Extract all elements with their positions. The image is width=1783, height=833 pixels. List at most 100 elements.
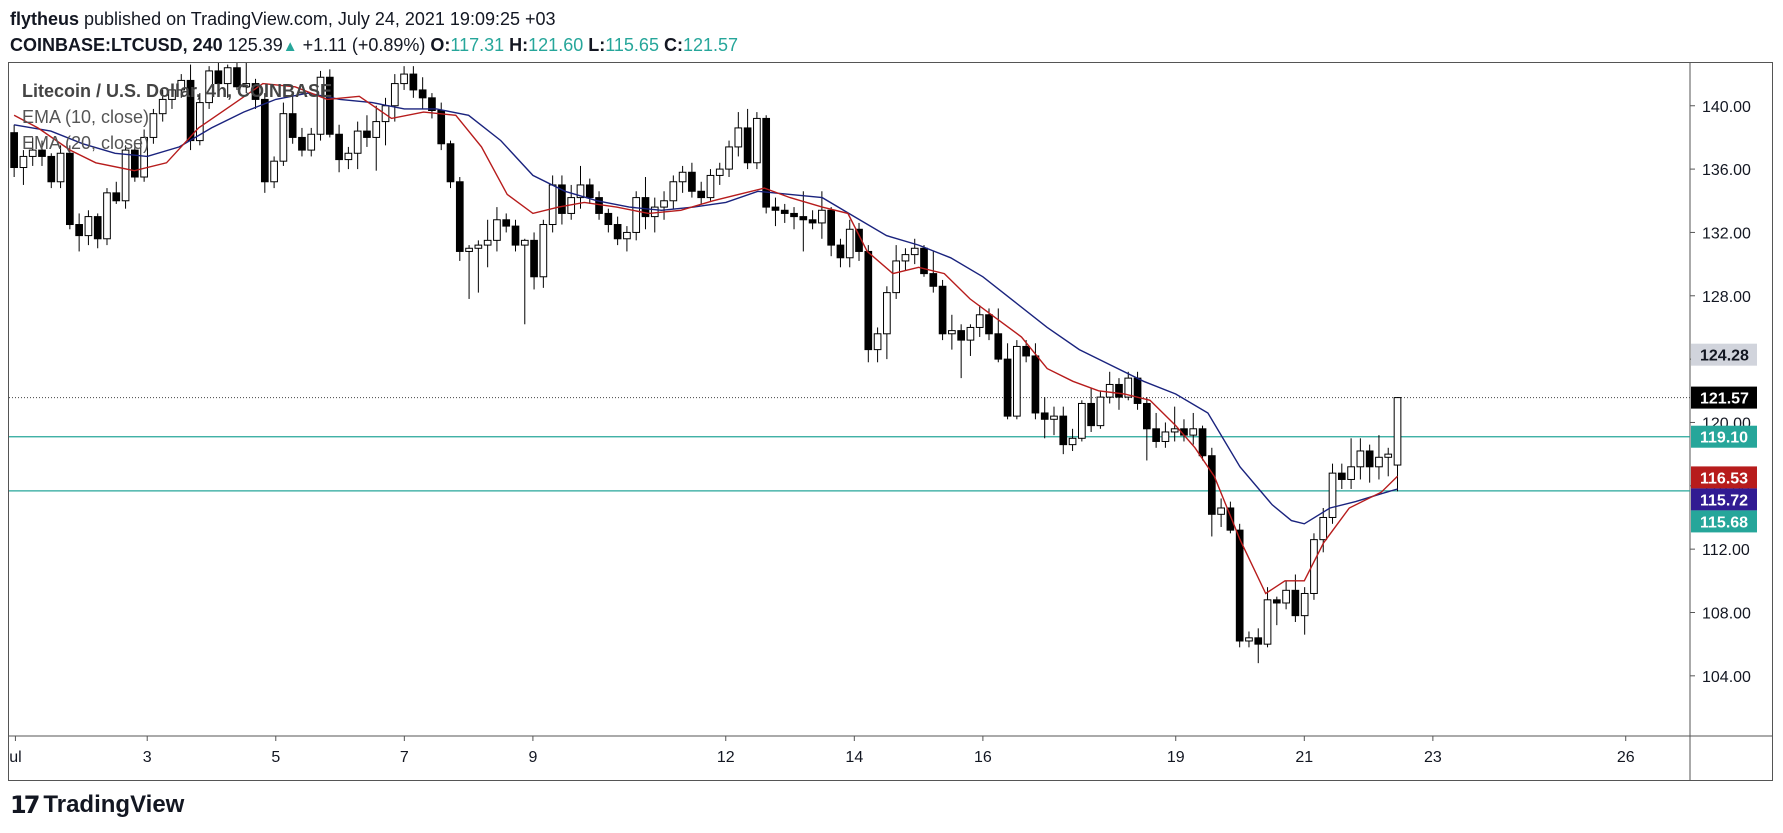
- x-tick-label: 3: [143, 749, 152, 766]
- price-label-bg: [1691, 343, 1757, 366]
- candle-bearish: [558, 184, 566, 214]
- candle-bearish: [511, 225, 520, 246]
- ohlc-line: COINBASE:LTCUSD, 240 125.39▲ +1.11 (+0.8…: [10, 32, 738, 60]
- close-value: 121.57: [682, 35, 739, 55]
- candle-bullish: [168, 89, 176, 100]
- candle-bullish: [223, 67, 232, 85]
- candle-bullish: [1245, 637, 1253, 642]
- up-arrow-icon: ▲: [282, 38, 298, 55]
- y-tick-label: 132.00: [1702, 225, 1751, 242]
- y-tick-label: 140.00: [1702, 99, 1751, 116]
- open-value: 117.31: [450, 35, 505, 55]
- tradingview-logo[interactable]: 17 TradingView: [10, 791, 184, 819]
- candle-bullish: [483, 239, 492, 246]
- x-tick-label: 19: [1167, 749, 1185, 766]
- candle-bullish: [390, 83, 399, 107]
- candle-bearish: [446, 143, 455, 183]
- price-label-bg: [1691, 425, 1757, 448]
- candle-bearish: [994, 333, 1003, 360]
- high-label: H:: [509, 35, 529, 55]
- candle-bearish: [288, 113, 297, 138]
- candle-bullish: [353, 130, 362, 154]
- author-name[interactable]: flytheus: [10, 9, 80, 29]
- y-tick-label: 112.00: [1702, 542, 1750, 559]
- candle-bearish: [827, 209, 836, 246]
- candle-bullish: [1356, 450, 1365, 468]
- candle-bearish: [363, 130, 371, 138]
- candle-bullish: [715, 168, 724, 176]
- candle-bearish: [771, 206, 780, 211]
- candle-bearish: [112, 192, 121, 202]
- y-tick-label: 136.00: [1702, 162, 1751, 179]
- candle-bullish: [678, 171, 687, 183]
- legend-title[interactable]: Litecoin / U.S. Dollar, 4h, COINBASE: [22, 81, 333, 101]
- candle-bullish: [975, 314, 984, 328]
- candle-bullish: [632, 197, 641, 233]
- candle-bearish: [1207, 455, 1216, 515]
- candle-bullish: [753, 117, 761, 164]
- legend-ema10[interactable]: EMA (10, close): [22, 107, 150, 127]
- candle-bullish: [901, 254, 910, 262]
- candle-bullish: [1189, 428, 1198, 436]
- candle-bearish: [780, 209, 789, 214]
- candle-bearish: [864, 250, 873, 351]
- price-label-bg: [1691, 488, 1757, 511]
- candle-bearish: [697, 190, 706, 199]
- y-tick-label: 128.00: [1702, 289, 1751, 306]
- candle-bearish: [1003, 358, 1012, 417]
- chart-header: flytheus published on TradingView.com, J…: [10, 6, 738, 60]
- candle-bullish: [520, 239, 529, 246]
- legend-ema20[interactable]: EMA (20, close): [22, 133, 150, 153]
- candle-bullish: [1375, 456, 1383, 468]
- candle-bearish: [604, 212, 613, 226]
- candle-bullish: [307, 133, 316, 151]
- candle-bearish: [233, 67, 241, 88]
- candle-bullish: [966, 326, 975, 341]
- candle-bearish: [585, 184, 594, 199]
- publish-info: flytheus published on TradingView.com, J…: [10, 6, 738, 32]
- candle-bearish: [325, 76, 334, 135]
- candle-bearish: [1291, 589, 1300, 617]
- candle-bullish: [1310, 539, 1318, 594]
- candle-bullish: [948, 330, 956, 335]
- y-tick-label: 104.00: [1702, 669, 1751, 686]
- low-value: 115.65: [605, 35, 659, 55]
- candle-bullish: [1300, 592, 1309, 617]
- candle-bullish: [205, 70, 213, 104]
- candle-bearish: [1040, 412, 1049, 420]
- candle-bearish: [1365, 450, 1374, 468]
- candle-bearish: [641, 197, 650, 218]
- candle-bullish: [883, 292, 891, 335]
- candle-bullish: [121, 149, 130, 202]
- candle-bearish: [428, 97, 436, 112]
- candle-bearish: [799, 216, 808, 221]
- x-tick-label: 26: [1617, 749, 1635, 766]
- candle-bullish: [1217, 507, 1225, 515]
- price-label: 115.72: [1700, 492, 1748, 509]
- candle-bullish: [1078, 402, 1086, 439]
- price-label-bg: [1691, 386, 1757, 409]
- candle-bullish: [548, 184, 557, 226]
- candle-bullish: [493, 219, 501, 241]
- candle-bearish: [1226, 507, 1235, 531]
- tradingview-logo-icon: 17: [10, 791, 40, 819]
- candle-bullish: [177, 79, 186, 91]
- candle-bullish: [576, 184, 585, 199]
- plot-area[interactable]: [9, 63, 1690, 664]
- candle-bearish: [335, 133, 343, 161]
- candle-bullish: [669, 181, 678, 202]
- candle-bullish: [1328, 472, 1337, 518]
- x-tick-label: 12: [717, 749, 735, 766]
- candle-bullish: [474, 244, 483, 249]
- candle-bearish: [418, 89, 427, 99]
- candle-bearish: [613, 224, 622, 240]
- price-label: 116.53: [1700, 470, 1748, 487]
- y-tick-label: 108.00: [1702, 605, 1751, 622]
- candle-bullish: [103, 192, 111, 240]
- candle-bullish: [1105, 383, 1114, 398]
- price-change: +1.11 (+0.89%): [302, 35, 426, 55]
- candle-bearish: [808, 219, 817, 224]
- candle-bearish: [938, 285, 947, 335]
- candle-bullish: [19, 155, 28, 169]
